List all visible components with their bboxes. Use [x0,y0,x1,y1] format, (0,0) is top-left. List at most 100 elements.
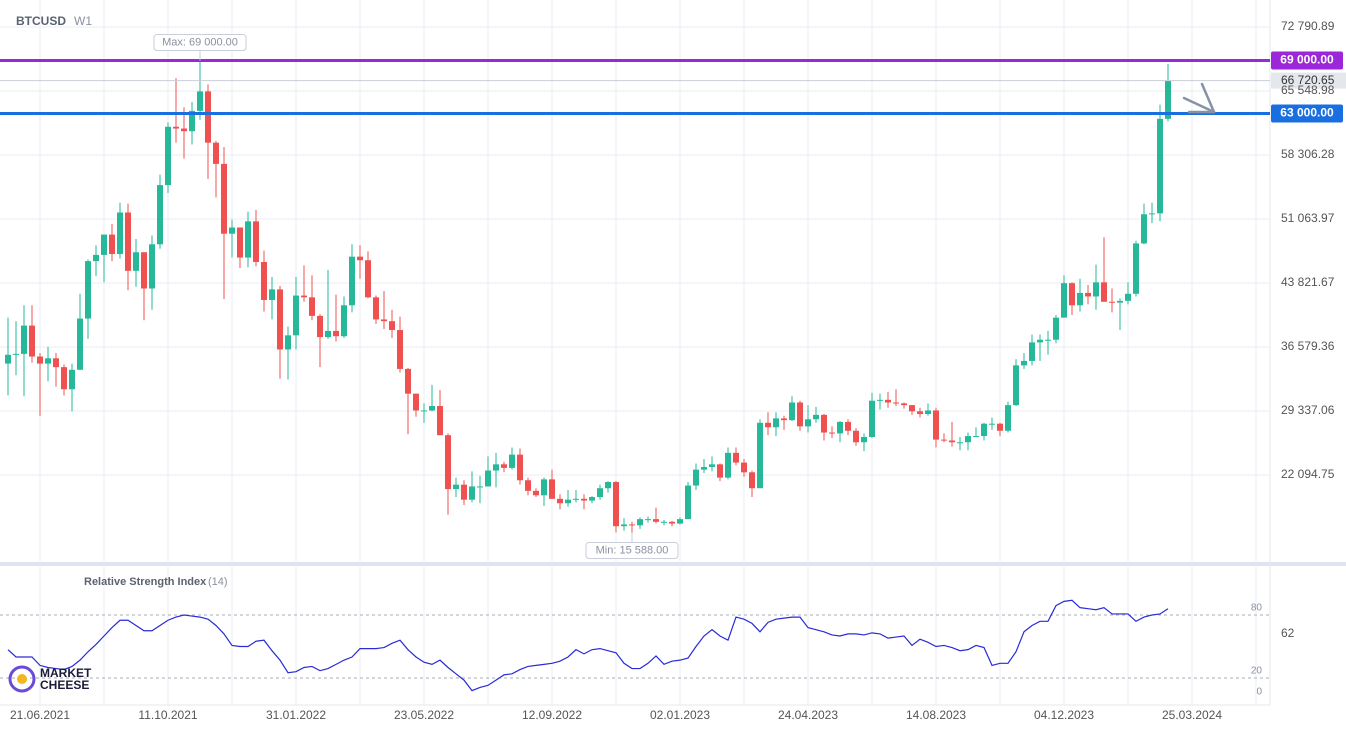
candle-body [885,399,891,403]
candle-body [989,423,995,425]
last-price-box [1271,72,1346,89]
candle-body [149,244,155,289]
level-label: 69 000.00 [1280,53,1334,67]
candle-body [861,436,867,443]
annotation: Max: 69 000.00 [162,36,238,48]
x-tick-label: 31.01.2022 [266,708,326,722]
candle-body [589,497,595,501]
candle-body [101,234,107,255]
candle-body [789,402,795,421]
candle-body [317,315,323,338]
candle-body [301,295,307,298]
candle-body [509,454,515,468]
rsi-tick-label: 80 [1251,603,1263,614]
symbol: BTCUSD [16,14,66,28]
candle-body [621,524,627,527]
candle-body [573,498,579,500]
candle-body [469,486,475,500]
candle-body [645,519,651,521]
candle-body [77,318,83,370]
candle-body [13,353,19,355]
candle-body [333,330,339,337]
candle-body [733,452,739,463]
candle-body [525,480,531,491]
x-tick-label: 21.06.2021 [10,708,70,722]
y-tick-label: 43 821.67 [1281,275,1335,289]
candle-body [629,524,635,526]
candle-body [917,411,923,414]
candle-body [757,422,763,489]
candle-body [773,418,779,428]
candle-body [197,91,203,111]
candle-body [797,402,803,427]
candle-body [981,423,987,437]
candle-body [1101,282,1107,302]
candle-body [941,439,947,441]
marks [5,60,1171,692]
candle-body [557,498,563,504]
candle-body [477,486,483,488]
logo-text: CHEESE [40,678,89,692]
candle-body [285,335,291,350]
candle-body [1093,282,1099,297]
candle-body [1109,301,1115,303]
x-tick-label: 23.05.2022 [394,708,454,722]
candle-body [957,442,963,444]
candle-body [805,419,811,427]
candle-body [701,466,707,470]
candle-body [125,212,131,271]
candle-body [549,479,555,499]
candle-body [1021,360,1027,366]
candle-body [829,432,835,434]
rsi-tick-label: 20 [1251,666,1263,677]
candle-body [397,330,403,369]
rsi-tick-label: 0 [1256,687,1262,698]
candle-body [837,421,843,434]
candle-body [541,479,547,496]
candle-body [309,297,315,316]
candle-body [421,410,427,412]
candle-body [325,330,331,338]
candle-body [165,126,171,186]
y-tick-label: 51 063.97 [1281,211,1335,225]
last-price-label: 66 720.65 [1281,73,1335,87]
candle-body [1149,213,1155,215]
rsi-tick-label: 62 [1281,626,1295,640]
candle-body [717,464,723,478]
candle-body [1069,283,1075,306]
x-tick-label: 14.08.2023 [906,708,966,722]
candle-body [517,454,523,481]
candle-body [357,256,363,261]
grid [0,0,1270,705]
candle-body [1037,339,1043,343]
candle-body [117,212,123,255]
candle-body [493,464,499,471]
candle-body [949,440,955,443]
candle-body [453,484,459,490]
candle-body [349,256,355,306]
candle-body [581,498,587,501]
annotation: Min: 15 588.00 [596,544,669,556]
y-tick-label: 58 306.28 [1281,147,1335,161]
candle-body [901,403,907,406]
candle-body [429,406,435,411]
timeframe: W1 [74,14,92,28]
candle-body [725,452,731,478]
arrow [1182,82,1216,114]
candle-body [237,227,243,258]
candle-body [813,414,819,420]
candle-body [693,469,699,486]
candle-body [173,126,179,129]
candle-body [29,325,35,357]
candle-body [853,430,859,443]
candle-body [637,519,643,526]
y-tick-label: 72 790.89 [1281,19,1335,33]
candle-body [445,435,451,490]
candle-body [93,254,99,262]
candle-body [261,261,267,300]
x-tick-label: 25.03.2024 [1162,708,1222,722]
candle-body [61,367,67,390]
y-tick-label: 29 337.06 [1281,403,1335,417]
x-tick-label: 12.09.2022 [522,708,582,722]
